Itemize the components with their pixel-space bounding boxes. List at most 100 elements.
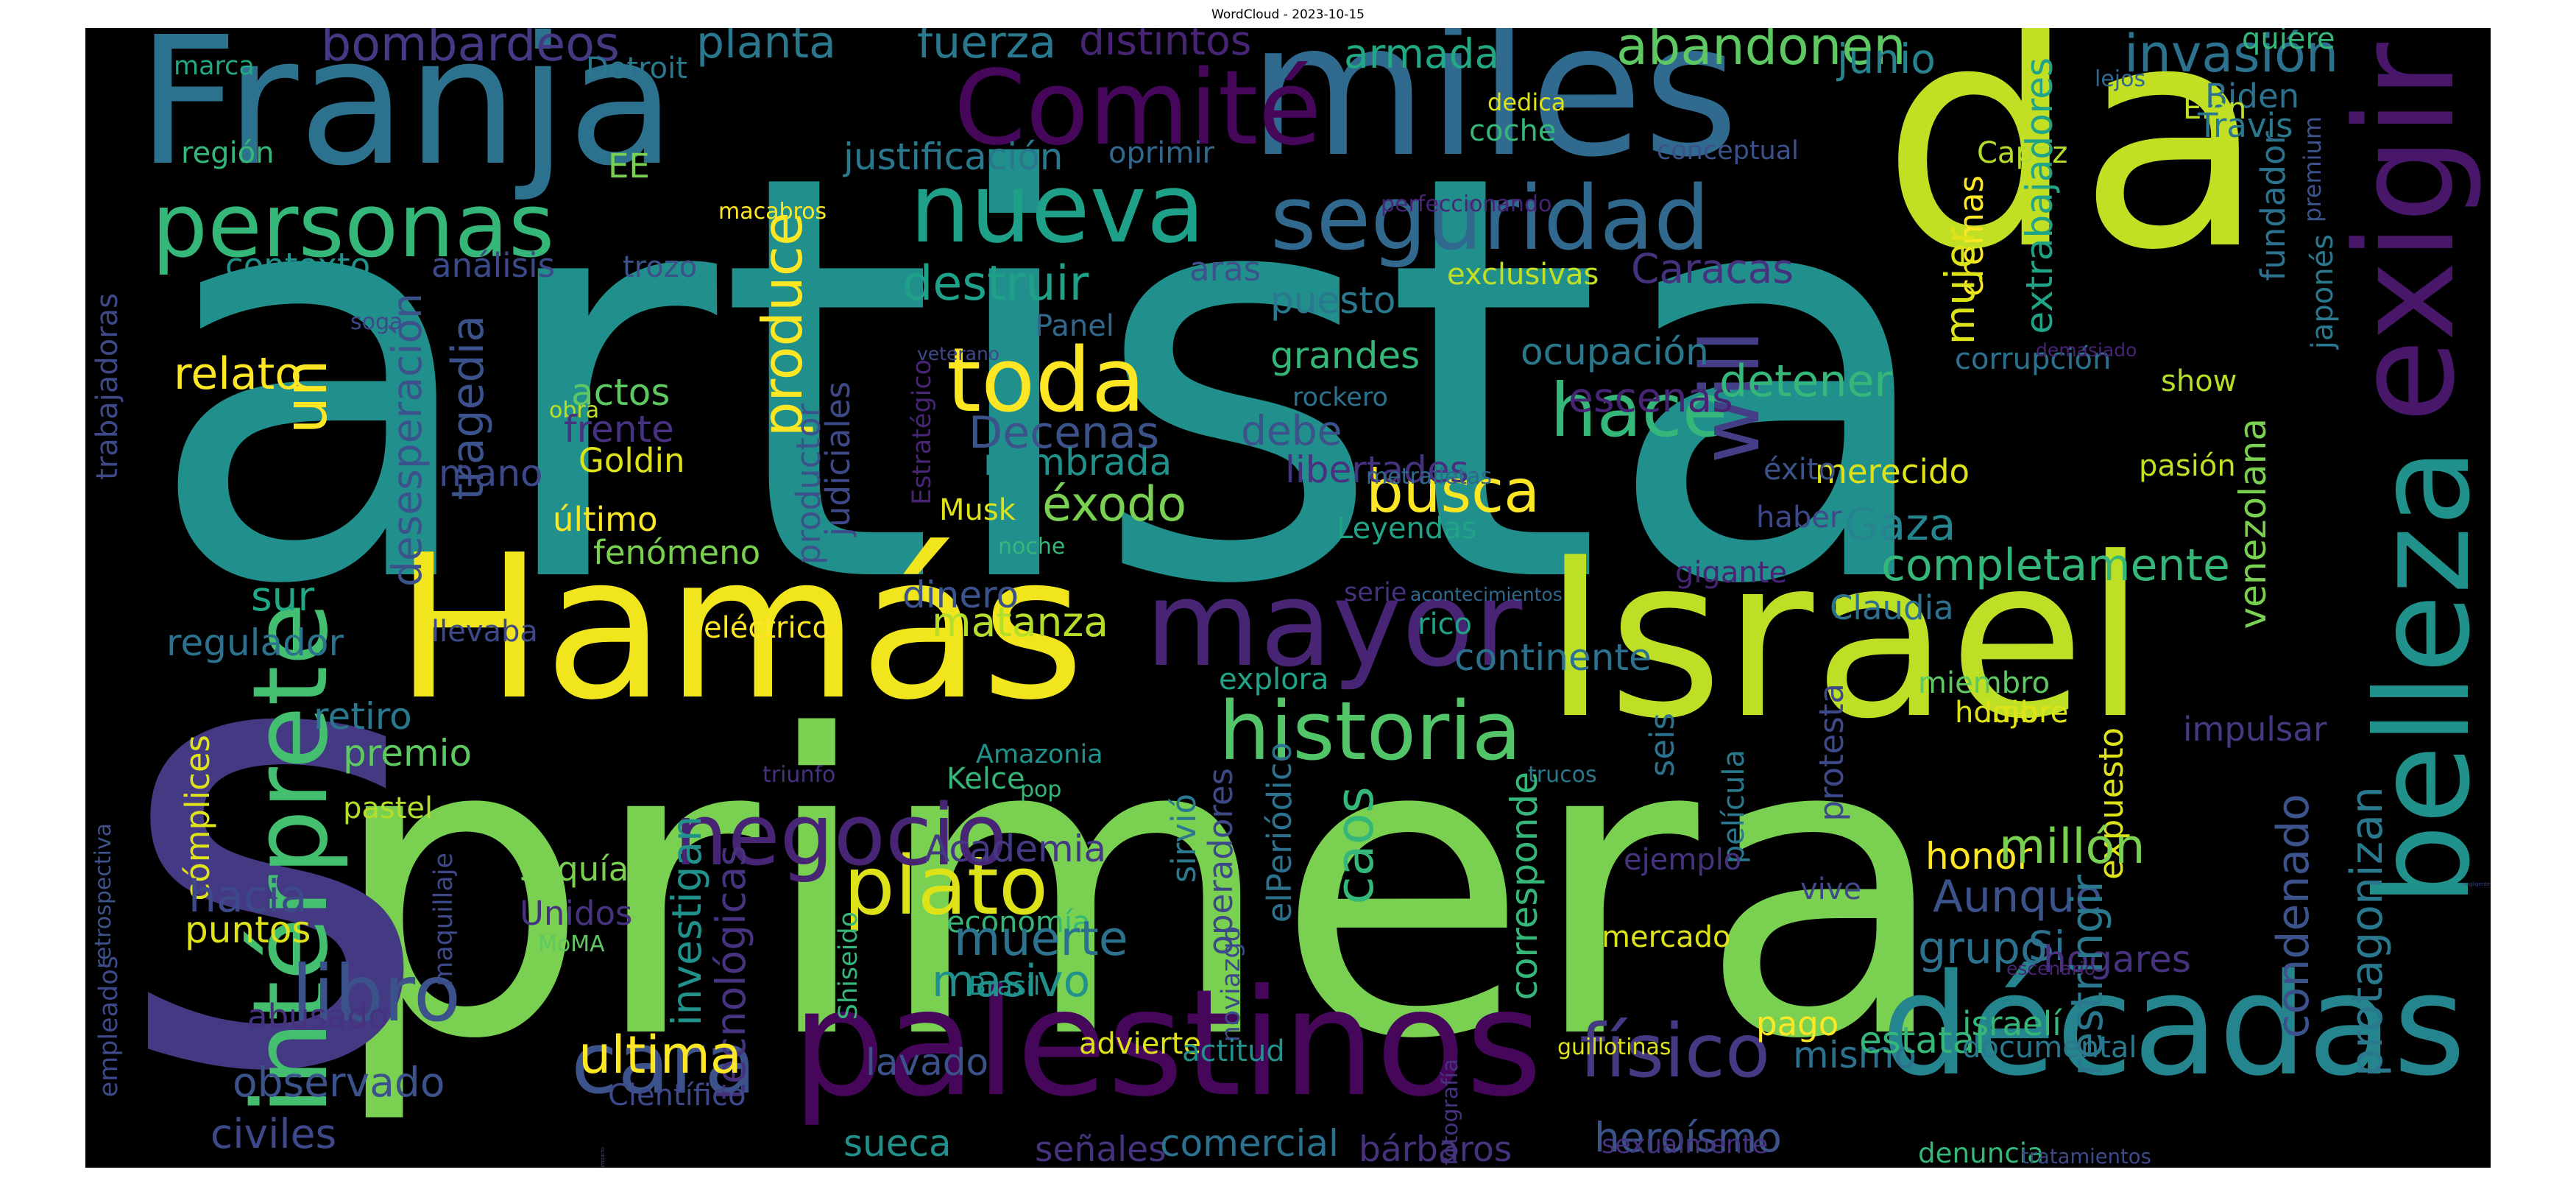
cloud-word: Panel [1035,309,1114,343]
cloud-word: continente [1454,636,1652,679]
cloud-word: historia [1219,684,1522,778]
cloud-word: lujo [1984,696,2038,730]
cloud-word: serie [1344,578,1407,607]
cloud-word: premium [2299,116,2326,222]
cloud-word: mano [439,452,543,495]
cloud-word: marca [174,52,255,81]
cloud-word: trabajadoras [91,293,124,480]
cloud-word: plato [843,839,1049,933]
cloud-word: maquillaje [429,853,459,987]
cloud-word: macabros [718,199,827,225]
cloud-word: cara [571,1015,757,1113]
cloud-word: armada [1344,30,1500,77]
cloud-word: dedica [1487,88,1566,116]
cloud-word: Israel [1543,510,2146,767]
cloud-word: junio [1837,35,1936,82]
cloud-word: haber [1756,501,1842,535]
cloud-word: condenado [2268,794,2319,1039]
cloud-word: guillotinas [1557,1034,1671,1060]
cloud-word: impacto [600,1147,606,1168]
cloud-word: show [2161,364,2237,398]
cloud-word: noche [998,534,1066,560]
cloud-word: Estratégico [907,359,937,505]
cloud-word: fundador [2254,131,2293,281]
cloud-word: Franja [137,28,676,205]
cloud-word: relato [174,348,302,400]
cloud-word: último [553,500,658,539]
cloud-word: bárbaros [1359,1129,1512,1168]
cloud-word: pago [1756,1004,1839,1043]
cloud-word: ultima [578,1025,742,1085]
cloud-word: bombardeos [321,28,620,72]
cloud-word: distintos [1079,28,1252,64]
cloud-word: frente [564,408,674,451]
cloud-word: escenas [1568,374,1733,421]
cloud-word: impulsar [2183,710,2327,749]
cloud-word: retiro [314,695,412,738]
cloud-word: hace [1550,367,1728,454]
cloud-word: investigan [663,816,710,1026]
cloud-word: civiles [210,1110,337,1157]
cloud-word: coche [1469,114,1557,148]
cloud-word: negligente [2463,881,2491,887]
cloud-word: justificación [843,135,1064,178]
cloud-word: pop [1020,777,1062,803]
cloud-word: mayor [1145,555,1523,693]
cloud-word: Biden [2205,77,2300,116]
cloud-word: miles [1248,28,1739,197]
cloud-word: desesperación [383,293,431,587]
cloud-word: Científico [608,1079,746,1112]
cloud-word: acontecimientos [1410,584,1563,605]
cloud-word: premio [343,732,473,775]
cloud-word: Leyendas [1337,512,1477,546]
cloud-word: EE [608,147,650,186]
cloud-word: Aunque [1933,871,2103,923]
cloud-word: sequía [520,850,629,889]
cloud-word: sur [251,573,315,620]
cloud-word: lavado [866,1041,989,1084]
cloud-word: grupo [1918,923,2048,974]
cloud-word: libro [291,949,461,1039]
cloud-word: debe [1241,407,1342,454]
cloud-word: dinero [902,574,1019,616]
cloud-word: millón [1999,819,2145,875]
cloud-word: mismo [1793,1034,1917,1076]
cloud-word: obra [549,398,600,423]
cloud-word: s [115,493,434,1168]
cloud-word: fuerza [917,28,1056,68]
cloud-word: Unidos [520,894,633,933]
cloud-word: abusado [247,997,389,1036]
cloud-word: protagonizan [2341,786,2393,1077]
cloud-word: abandonen [1616,28,1906,77]
cloud-word: décadas [1881,944,2466,1107]
cloud-word: matanza [932,599,1108,646]
cloud-word: Shiseido [834,911,863,1020]
cloud-word: nueva [910,152,1206,264]
cloud-word: exclusivas [1447,258,1599,292]
cloud-word: hogares [2043,938,2191,981]
cloud-word: destruir [902,256,1089,311]
cloud-word: caos [1325,786,1385,905]
cloud-word: puntos [185,909,311,951]
cloud-word: soga [350,309,403,335]
cloud-word: protesta [1812,683,1851,822]
cloud-word: Comité [954,49,1322,169]
cloud-word: regulador [166,621,344,664]
cloud-word: primera [328,649,1951,1129]
cloud-word: sexualmente [1602,1130,1769,1160]
cloud-word: quiere [2242,28,2335,56]
cloud-word: actitud [1182,1034,1285,1068]
cloud-word: Capaz [1977,136,2068,170]
cloud-word: Goldin [578,441,685,480]
cloud-word: nombrada [983,441,1172,484]
cloud-word: MoMA [538,931,605,957]
cloud-word: retrospectiva [91,823,116,969]
cloud-word: hombre [1955,696,2069,730]
cloud-word: economía [946,906,1091,939]
cloud-word: escenario [2006,958,2096,979]
cloud-word: mujer [1936,227,1984,345]
cloud-word: metralletas [1366,464,1493,490]
cloud-word: Hamás [394,512,1085,744]
cloud-word: éxodo [1042,477,1187,532]
cloud-word: triunfo [762,762,836,788]
